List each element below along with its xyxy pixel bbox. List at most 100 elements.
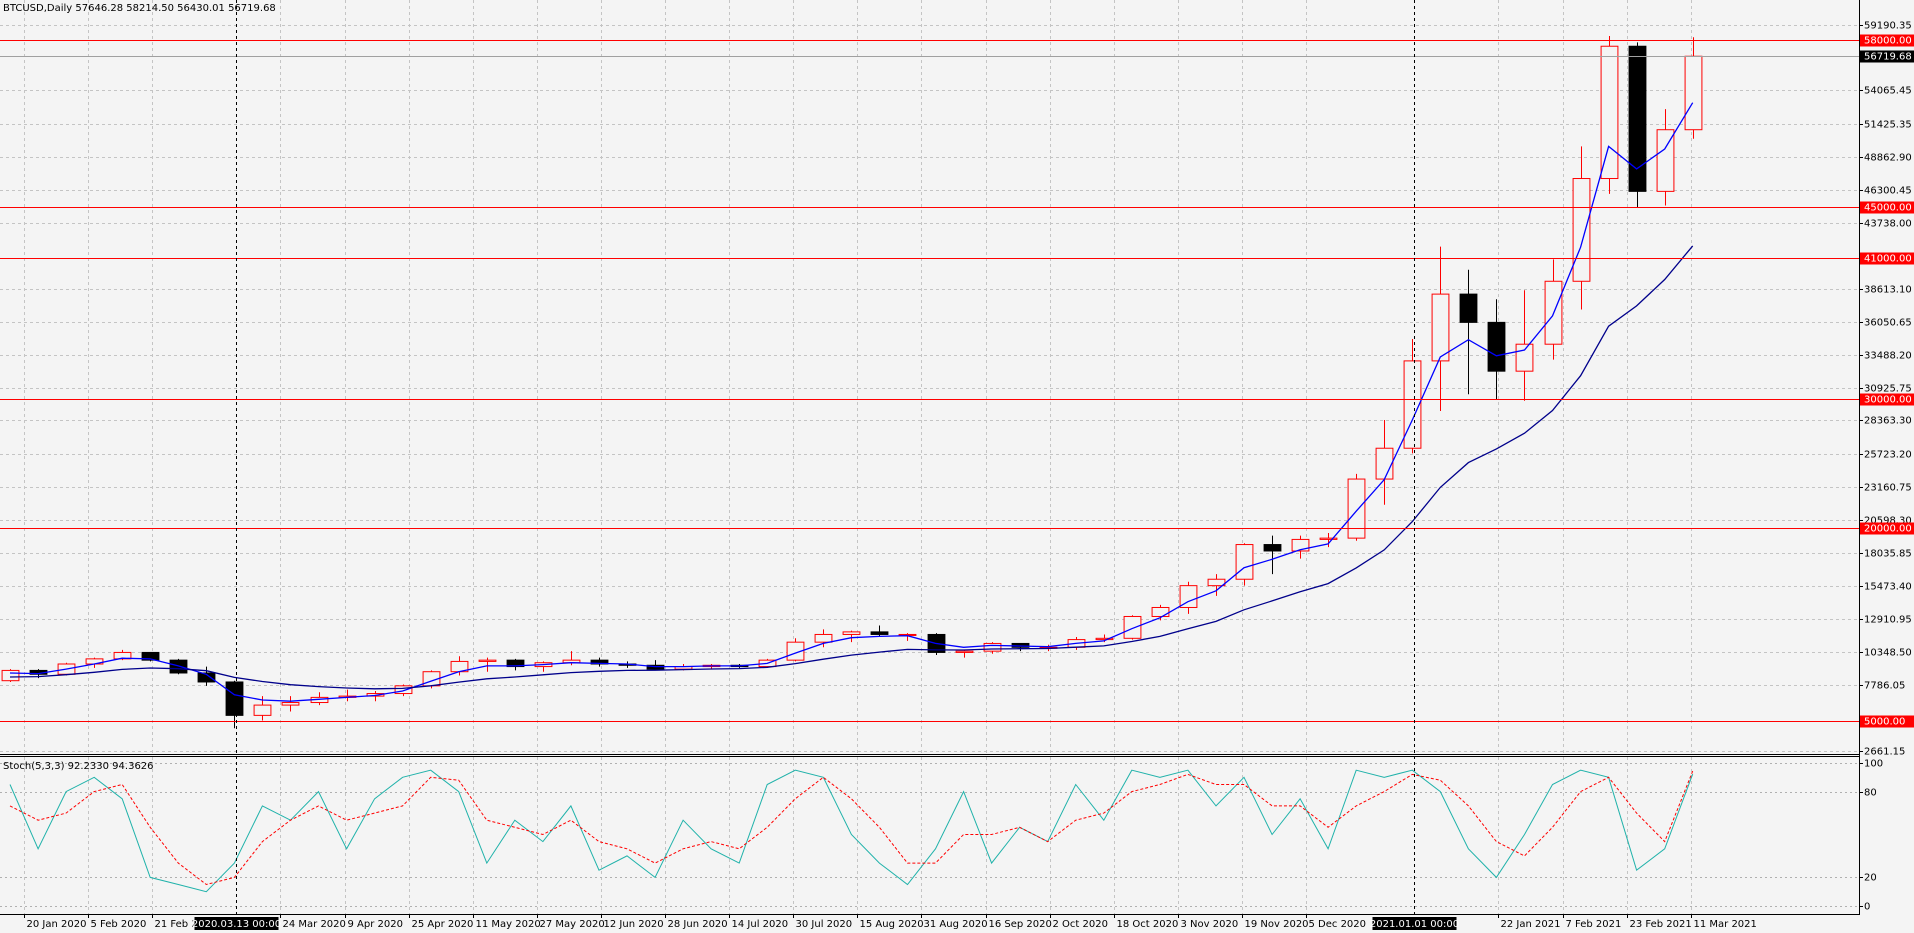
x-tick-label: 24 Mar 2020 bbox=[283, 919, 346, 930]
level-label: 45000.00 bbox=[1864, 203, 1912, 214]
x-tick-label: 7 Feb 2021 bbox=[1566, 919, 1622, 930]
y-tick-label: 38613.10 bbox=[1864, 285, 1912, 296]
y-tick-label: 7786.05 bbox=[1864, 681, 1905, 692]
x-tick-label: 20 Jan 2020 bbox=[27, 919, 87, 930]
x-tick-label: 22 Jan 2021 bbox=[1501, 919, 1561, 930]
level-label-bg bbox=[1860, 34, 1914, 47]
x-tick-label: 15 Aug 2020 bbox=[860, 919, 924, 930]
candle-body bbox=[1572, 178, 1591, 282]
candle-body bbox=[814, 633, 833, 643]
x-tick-label: 25 Apr 2020 bbox=[412, 919, 474, 930]
candle-body bbox=[786, 641, 805, 661]
candle-body bbox=[983, 642, 1002, 652]
x-tick-label: 5 Feb 2020 bbox=[91, 919, 147, 930]
x-tick-label: 23 Feb 2021 bbox=[1630, 919, 1692, 930]
level-label: 5000.00 bbox=[1864, 717, 1905, 728]
y-tick-label: 18035.85 bbox=[1864, 549, 1912, 560]
candle-body bbox=[1375, 447, 1394, 480]
candle-body bbox=[1123, 615, 1142, 639]
x-tick-label: 30 Jul 2020 bbox=[796, 919, 853, 930]
candle-body bbox=[141, 651, 160, 661]
candle-body bbox=[1319, 537, 1338, 540]
y-tick-label: 0 bbox=[1864, 902, 1870, 913]
y-tick-label: 10348.50 bbox=[1864, 648, 1912, 659]
level-label: 30000.00 bbox=[1864, 395, 1912, 406]
marker-label-bg bbox=[1372, 917, 1457, 930]
candle-body bbox=[197, 672, 216, 683]
plot-layer bbox=[0, 0, 1859, 914]
candle-body bbox=[1347, 478, 1366, 539]
x-tick-label: 12 Jun 2020 bbox=[604, 919, 664, 930]
x-tick-label: 31 Aug 2020 bbox=[924, 919, 988, 930]
y-tick-label: 15473.40 bbox=[1864, 582, 1912, 593]
marker-label: 2021.01.01 00:00 bbox=[1370, 919, 1459, 930]
y-tick-label: 80 bbox=[1864, 788, 1877, 799]
grid-layer bbox=[0, 0, 1859, 914]
candle-body bbox=[1459, 293, 1478, 323]
candle-body bbox=[1656, 129, 1675, 192]
y-tick-label: 20598.30 bbox=[1864, 516, 1912, 527]
marker-label-bg bbox=[194, 917, 279, 930]
y-tick-label: 43738.00 bbox=[1864, 219, 1912, 230]
x-tick-label: 28 Jun 2020 bbox=[668, 919, 728, 930]
candle-body bbox=[1628, 45, 1647, 192]
y-tick-label: 48862.90 bbox=[1864, 153, 1912, 164]
candle-body bbox=[478, 659, 497, 662]
x-tick-label: 16 Sep 2020 bbox=[989, 919, 1052, 930]
candle-body bbox=[1403, 360, 1422, 449]
y-tick-label: 59190.35 bbox=[1864, 21, 1912, 32]
x-tick-label: 19 Nov 2020 bbox=[1245, 919, 1309, 930]
x-tick-label: 9 Apr 2020 bbox=[348, 919, 403, 930]
x-tick-label: 5 Dec 2020 bbox=[1309, 919, 1367, 930]
candle-body bbox=[1095, 637, 1114, 641]
candle-body bbox=[870, 631, 889, 635]
y-tick-label: 54065.45 bbox=[1864, 86, 1912, 97]
candle-body bbox=[281, 702, 300, 706]
level-label-bg bbox=[1860, 522, 1914, 535]
series-line bbox=[9, 245, 1694, 690]
candle-body bbox=[1, 669, 20, 682]
candle-body bbox=[394, 685, 413, 695]
level-label: 20000.00 bbox=[1864, 524, 1912, 535]
y-tick-label: 25723.20 bbox=[1864, 450, 1912, 461]
y-tick-label: 28363.30 bbox=[1864, 416, 1912, 427]
candle-body bbox=[1179, 585, 1198, 608]
candle-body bbox=[1431, 293, 1450, 362]
y-tick-label: 46300.45 bbox=[1864, 186, 1912, 197]
y-tick-label: 36050.65 bbox=[1864, 318, 1912, 329]
level-label-bg bbox=[1860, 393, 1914, 406]
indicator-title: Stoch(5,3,3) 92.2330 94.3626 bbox=[3, 761, 154, 772]
candle-body bbox=[1600, 45, 1619, 180]
y-tick-label: 100 bbox=[1864, 759, 1883, 770]
candle-body bbox=[1684, 55, 1703, 131]
x-tick-label: 18 Oct 2020 bbox=[1117, 919, 1179, 930]
last-price-label: 56719.68 bbox=[1864, 52, 1912, 63]
level-label-bg bbox=[1860, 252, 1914, 265]
level-label: 58000.00 bbox=[1864, 36, 1912, 47]
candle-body bbox=[1207, 578, 1226, 587]
x-tick-label: 11 May 2020 bbox=[476, 919, 541, 930]
y-tick-label: 20 bbox=[1864, 873, 1877, 884]
candle-body bbox=[1263, 544, 1282, 552]
y-tick-label: 23160.75 bbox=[1864, 483, 1912, 494]
candle-body bbox=[1515, 343, 1534, 372]
series-line bbox=[9, 770, 1694, 886]
series-line bbox=[9, 102, 1694, 702]
x-tick-label: 21 Feb 2020 bbox=[155, 919, 217, 930]
level-label-bg bbox=[1860, 715, 1914, 728]
x-tick-label: 3 Nov 2020 bbox=[1181, 919, 1239, 930]
level-label-bg bbox=[1860, 201, 1914, 214]
candle-body bbox=[253, 704, 272, 716]
candle-body bbox=[1151, 606, 1170, 617]
candle-body bbox=[842, 631, 861, 635]
candle-body bbox=[1291, 538, 1310, 552]
candle-body bbox=[113, 651, 132, 660]
candle-body bbox=[955, 650, 974, 653]
x-tick-label: 14 Jul 2020 bbox=[732, 919, 789, 930]
candle-body bbox=[1235, 544, 1254, 580]
y-tick-label: 51425.35 bbox=[1864, 120, 1912, 131]
x-tick-label: 11 Mar 2021 bbox=[1694, 919, 1757, 930]
